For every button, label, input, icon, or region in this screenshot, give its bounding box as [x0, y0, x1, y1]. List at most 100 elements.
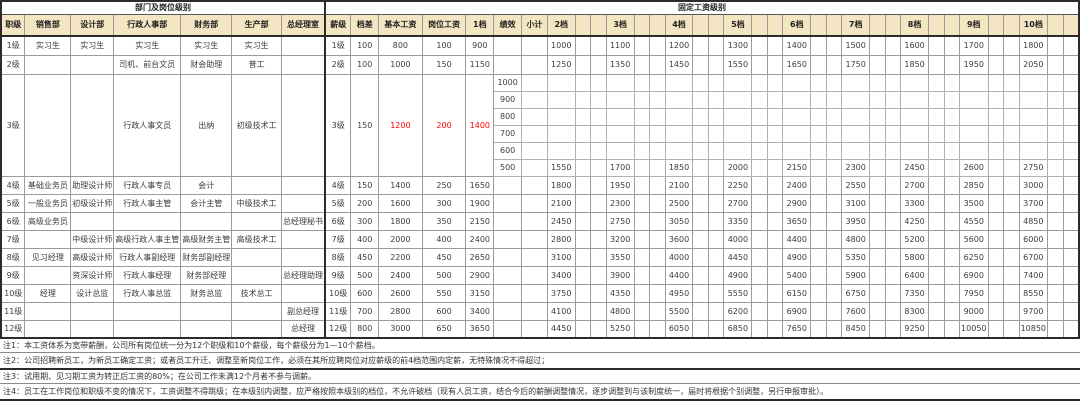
- tier-value-cell: 3300: [900, 193, 929, 213]
- empty-cell: [692, 54, 709, 75]
- tier-value-cell: 3550: [605, 247, 635, 267]
- grade-cell: 10级: [324, 283, 352, 303]
- tier-value-cell: 2700: [723, 193, 753, 213]
- post-salary-cell: 650: [421, 319, 467, 339]
- tier-value-cell: 3400: [546, 265, 576, 285]
- perf-cell: 700: [493, 124, 523, 143]
- empty-cell: [649, 247, 666, 267]
- empty-cell: [1062, 35, 1080, 56]
- empty-cell: [987, 90, 1005, 109]
- subtotal-cell: [521, 265, 548, 285]
- empty-cell: [943, 175, 961, 195]
- empty-cell: [707, 319, 725, 339]
- empty-cell: [692, 107, 709, 126]
- empty-cell: [574, 175, 592, 195]
- empty-cell: [987, 283, 1005, 303]
- empty-cell: [1062, 301, 1080, 321]
- perf-cell: [493, 283, 523, 303]
- tier-value-cell: 10850: [1018, 319, 1049, 339]
- empty-cell: [927, 211, 945, 231]
- empty-cell: [884, 319, 902, 339]
- empty-cell: [869, 247, 886, 267]
- dept-cell: 高级业务员: [24, 211, 72, 231]
- subtotal-cell: [521, 193, 548, 213]
- dept-cell: [113, 211, 182, 231]
- empty-cell: [751, 193, 768, 213]
- empty-cell: [633, 124, 651, 143]
- empty-cell: [884, 247, 902, 267]
- dept-cell: 一般业务员: [24, 193, 72, 213]
- empty-cell: [590, 211, 607, 231]
- dept-cell: [281, 54, 326, 75]
- note-1: 注1：本工资体系为宽带薪酬，公司所有岗位统一分为12个职级和10个薪级，每个薪级…: [0, 339, 1080, 353]
- empty-cell: [825, 265, 843, 285]
- empty-cell: [1003, 90, 1020, 109]
- tier-value-cell: 3950: [841, 211, 871, 231]
- tier-value-cell: 4900: [782, 247, 812, 267]
- dept-cell: [24, 73, 72, 177]
- tier1-cell: 2650: [465, 247, 495, 267]
- tier-value-cell: 3900: [605, 265, 635, 285]
- empty-cell: [649, 265, 666, 285]
- empty-cell: [751, 90, 768, 109]
- tier-value-cell: 4100: [546, 301, 576, 321]
- subtotal-cell: [521, 229, 548, 249]
- empty-cell: [649, 193, 666, 213]
- tier-value-cell: 2550: [841, 175, 871, 195]
- tier-value-cell: 9700: [1018, 301, 1049, 321]
- empty-cell: [590, 124, 607, 143]
- column-header-cell: 薪级: [324, 13, 352, 37]
- grade-cell: 6级: [324, 211, 352, 231]
- empty-cell: [707, 265, 725, 285]
- empty-cell: [649, 211, 666, 231]
- dept-cell: [24, 54, 72, 75]
- tier-value-cell: 3650: [782, 211, 812, 231]
- tier-value-cell: 4550: [959, 211, 989, 231]
- tier1-cell: 1400: [465, 73, 495, 177]
- empty-cell: [633, 211, 651, 231]
- empty-cell: [633, 158, 651, 177]
- empty-cell: [1003, 124, 1020, 143]
- empty-cell: [649, 141, 666, 160]
- empty-cell: [900, 107, 929, 126]
- tier-value-cell: 3750: [546, 283, 576, 303]
- empty-cell: [927, 229, 945, 249]
- base-salary-cell: 2000: [378, 229, 423, 249]
- empty-cell: [943, 141, 961, 160]
- diff-cell: 800: [350, 319, 380, 339]
- empty-cell: [987, 193, 1005, 213]
- empty-cell: [927, 283, 945, 303]
- empty-cell: [1047, 229, 1064, 249]
- column-header-cell: 设计部: [70, 13, 115, 37]
- section-title-right: 固定工资级别: [324, 0, 1080, 15]
- tier-value-cell: 1100: [605, 35, 635, 56]
- dept-cell: 行政人事总监: [113, 283, 182, 303]
- dept-cell: [231, 265, 283, 285]
- empty-cell: [590, 90, 607, 109]
- dept-cell: 助理设计师: [70, 175, 115, 195]
- tier-value-cell: 1800: [1018, 35, 1049, 56]
- subtotal-cell: [521, 301, 548, 321]
- empty-cell: [766, 90, 784, 109]
- perf-cell: [493, 229, 523, 249]
- tier-value-cell: 6900: [782, 301, 812, 321]
- empty-cell: [633, 35, 651, 56]
- empty-cell: [825, 193, 843, 213]
- empty-cell: [869, 283, 886, 303]
- dept-cell: [231, 247, 283, 267]
- empty-cell: [751, 283, 768, 303]
- empty-cell: [590, 158, 607, 177]
- empty-cell: [841, 141, 871, 160]
- empty-cell: [869, 73, 886, 92]
- header-spacer-cell: [766, 13, 784, 37]
- empty-cell: [869, 229, 886, 249]
- tier-value-cell: 5500: [664, 301, 694, 321]
- empty-cell: [1062, 319, 1080, 339]
- tier-value-cell: 1300: [723, 35, 753, 56]
- grade-cell: 1级: [324, 35, 352, 56]
- dept-cell: 总经理秘书: [281, 211, 326, 231]
- tier-value-cell: 6200: [723, 301, 753, 321]
- dept-cell: [70, 73, 115, 177]
- dept-cell: 行政人事副经理: [113, 247, 182, 267]
